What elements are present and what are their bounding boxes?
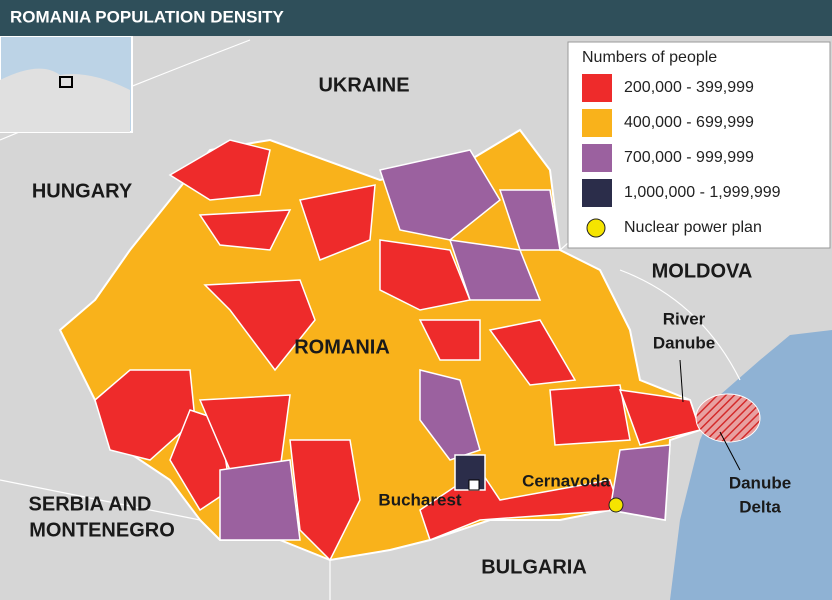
legend-label: 700,000 - 999,999 bbox=[624, 149, 754, 166]
legend-swatch bbox=[582, 179, 612, 207]
delta-label: Delta bbox=[739, 497, 781, 516]
inset-marker bbox=[59, 76, 73, 88]
inset-land bbox=[0, 68, 130, 132]
country-label: UKRAINE bbox=[318, 74, 409, 96]
counties bbox=[94, 139, 701, 562]
river-label: River bbox=[663, 309, 706, 328]
title-bar bbox=[0, 0, 832, 36]
delta-label: Danube bbox=[729, 473, 791, 492]
legend-nuclear bbox=[586, 218, 606, 238]
country-label: MOLDOVA bbox=[652, 260, 753, 282]
country-label: MONTENEGRO bbox=[29, 519, 175, 541]
nuclear-marker bbox=[608, 497, 624, 513]
legend-title: Numbers of people bbox=[582, 49, 717, 66]
plant-label: Cernavoda bbox=[522, 471, 610, 490]
legend-label: 1,000,000 - 1,999,999 bbox=[624, 184, 781, 201]
legend-label: 400,000 - 699,999 bbox=[624, 114, 754, 131]
legend-swatch bbox=[582, 109, 612, 137]
legend-swatch bbox=[582, 144, 612, 172]
country-label: SERBIA AND bbox=[29, 493, 152, 515]
title: ROMANIA POPULATION DENSITY bbox=[10, 7, 285, 26]
legend-label: 200,000 - 399,999 bbox=[624, 79, 754, 96]
sea bbox=[670, 330, 832, 600]
legend-swatch bbox=[582, 74, 612, 102]
capital-marker bbox=[468, 479, 480, 491]
legend-label: Nuclear power plan bbox=[624, 219, 762, 236]
river-pointer bbox=[679, 359, 684, 403]
danube-delta bbox=[695, 393, 761, 443]
country-label: ROMANIA bbox=[294, 336, 390, 358]
capital-label: Bucharest bbox=[378, 490, 461, 509]
delta-pointer bbox=[719, 431, 741, 471]
country-label: HUNGARY bbox=[32, 180, 133, 202]
country-label: BULGARIA bbox=[481, 556, 587, 578]
river-label: Danube bbox=[653, 333, 715, 352]
